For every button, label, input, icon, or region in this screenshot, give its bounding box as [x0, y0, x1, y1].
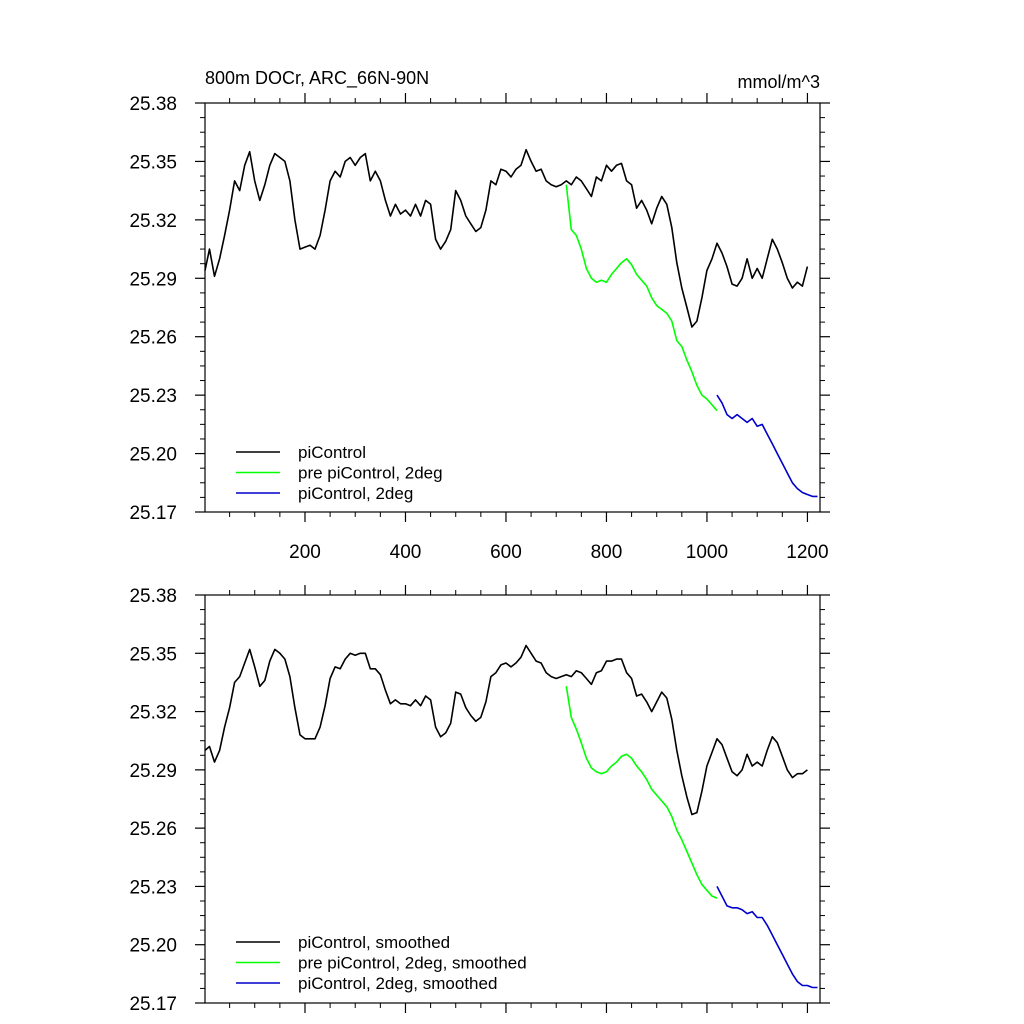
y-tick-label: 25.20 — [129, 936, 177, 957]
y-tick-label: 25.26 — [129, 819, 177, 840]
series-line-2 — [716, 886, 818, 989]
y-tick-label: 25.29 — [129, 269, 177, 290]
y-tick-label: 25.29 — [129, 761, 177, 782]
legend-label: piControl, 2deg, smoothed — [298, 974, 497, 993]
x-tick-label: 1200 — [786, 542, 828, 563]
x-tick-label: 1000 — [686, 542, 728, 563]
x-tick-label: 400 — [390, 542, 422, 563]
y-tick-label: 25.17 — [129, 994, 177, 1015]
y-tick-label: 25.35 — [129, 152, 177, 173]
y-tick-label: 25.38 — [129, 94, 177, 115]
series-line-0 — [204, 644, 808, 816]
legend-label: pre piControl, 2deg — [298, 464, 443, 483]
x-tick-label: 800 — [591, 542, 623, 563]
legend-label: piControl, 2deg — [298, 484, 413, 503]
series-line-0 — [204, 148, 809, 328]
y-tick-label: 25.35 — [129, 644, 177, 665]
panel-title-left: 800m DOCr, ARC_66N-90N — [205, 68, 429, 89]
series-line-1 — [565, 686, 718, 899]
y-tick-label: 25.17 — [129, 503, 177, 524]
y-tick-label: 25.20 — [129, 445, 177, 466]
y-tick-label: 25.32 — [129, 211, 177, 232]
series-line-1 — [565, 184, 718, 412]
y-tick-label: 25.32 — [129, 703, 177, 724]
x-tick-label: 600 — [490, 542, 522, 563]
bottom-panel: 25.17 25.20 25.23 25.26 25.29 25.32 25.35 25.38… — [129, 585, 830, 1015]
y-tick-label: 25.26 — [129, 328, 177, 349]
y-tick-label: 25.23 — [129, 386, 177, 407]
series-line-2 — [716, 394, 818, 498]
legend-label: pre piControl, 2deg, smoothed — [298, 954, 527, 973]
panel-title-right: mmol/m^3 — [738, 72, 820, 92]
legend-label: piControl, smoothed — [298, 933, 450, 952]
legend-label: piControl — [298, 443, 366, 462]
y-tick-label: 25.23 — [129, 877, 177, 898]
y-tick-label: 25.38 — [129, 586, 177, 607]
top-panel: 25.17 25.20 25.23 25.26 25.29 25.32 25.35 25.38… — [129, 93, 830, 563]
x-tick-label: 200 — [289, 542, 321, 563]
